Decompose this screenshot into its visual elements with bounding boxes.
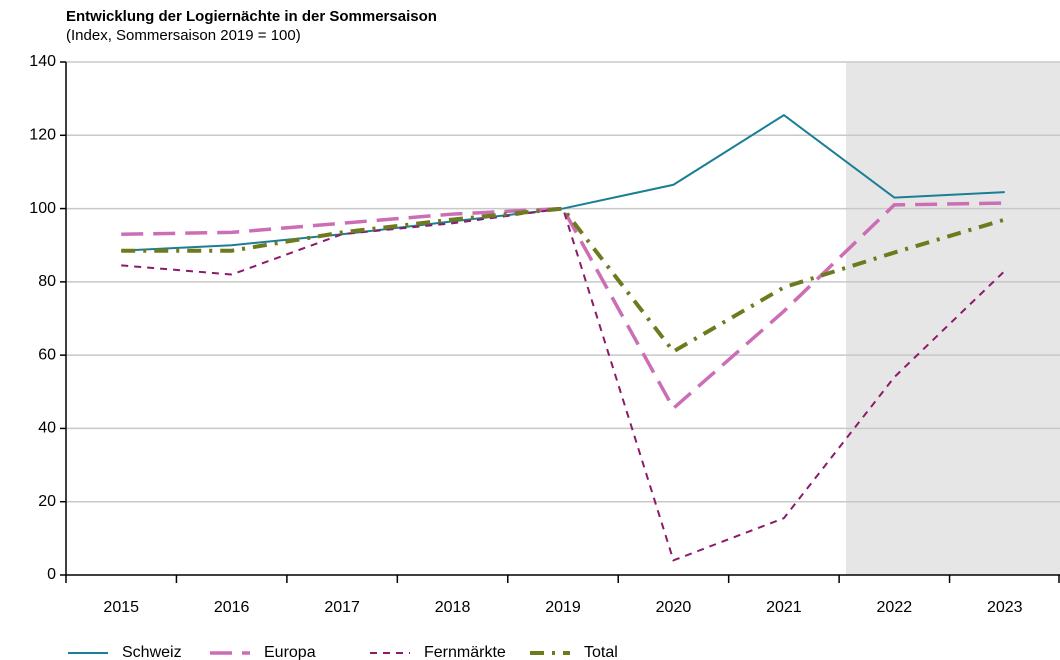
series-line <box>121 113 1005 252</box>
x-tick-label: 2015 <box>103 599 139 616</box>
series-line <box>121 207 1006 562</box>
y-tick-label: 0 <box>47 566 56 583</box>
y-tick-label: 40 <box>38 420 56 437</box>
x-tick-label: 2016 <box>214 599 250 616</box>
x-tick-label: 2023 <box>987 599 1023 616</box>
x-tick-label: 2017 <box>324 599 360 616</box>
x-tick-label: 2019 <box>545 599 581 616</box>
chart-subtitle: (Index, Sommersaison 2019 = 100) <box>66 27 301 44</box>
y-tick-label: 60 <box>38 346 56 363</box>
x-tick-label: 2018 <box>435 599 471 616</box>
series-line <box>121 206 1006 355</box>
forecast-shade <box>846 62 1060 575</box>
y-tick-label: 20 <box>38 493 56 510</box>
legend-label: Fernmärkte <box>424 644 506 660</box>
legend-label: Europa <box>264 644 316 660</box>
x-tick-label: 2022 <box>877 599 913 616</box>
y-tick-label: 100 <box>29 200 56 217</box>
y-tick-label: 80 <box>38 273 56 290</box>
x-tick-label: 2021 <box>766 599 802 616</box>
series-line <box>121 201 1005 412</box>
y-tick-label: 140 <box>29 53 56 70</box>
y-tick-label: 120 <box>29 127 56 144</box>
legend-label: Total <box>584 644 618 660</box>
chart-title: Entwicklung der Logiernächte in der Somm… <box>66 8 437 25</box>
legend-label: Schweiz <box>122 644 182 660</box>
x-tick-label: 2020 <box>656 599 692 616</box>
